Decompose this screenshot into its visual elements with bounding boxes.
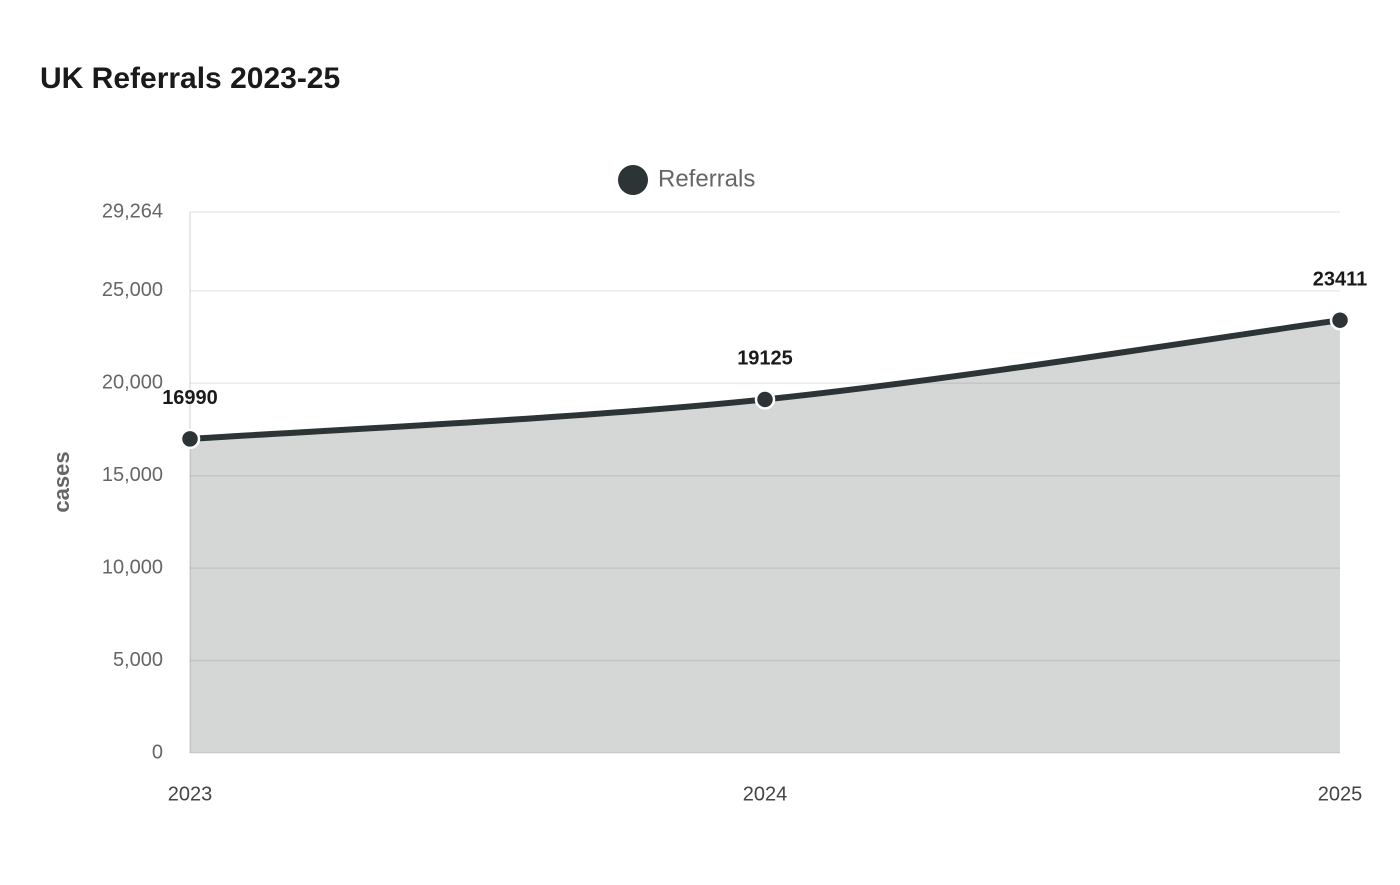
x-tick-label: 2023 — [168, 783, 213, 805]
y-tick-label: 0 — [152, 741, 163, 763]
y-tick-label: 5,000 — [113, 649, 163, 671]
data-label: 23411 — [1313, 268, 1368, 290]
point — [179, 428, 201, 450]
x-tick-label: 2024 — [743, 783, 788, 805]
legend-label: Referrals — [658, 165, 755, 192]
y-tick-label: 29,264 — [102, 200, 163, 222]
point — [1329, 309, 1351, 331]
data-label: 19125 — [737, 348, 793, 370]
y-tick-label: 25,000 — [102, 279, 163, 301]
y-tick-label: 15,000 — [102, 464, 163, 486]
x-tick-label: 2025 — [1318, 783, 1363, 805]
point — [754, 389, 776, 410]
chart-title: UK Referrals 2023-25 — [40, 62, 340, 95]
data-label: 16990 — [162, 387, 218, 409]
y-axis-label: cases — [49, 451, 74, 512]
area — [190, 320, 1340, 753]
y-tick-label: 20,000 — [102, 372, 163, 394]
legend-marker — [618, 165, 648, 195]
y-tick-label: 10,000 — [102, 556, 163, 578]
